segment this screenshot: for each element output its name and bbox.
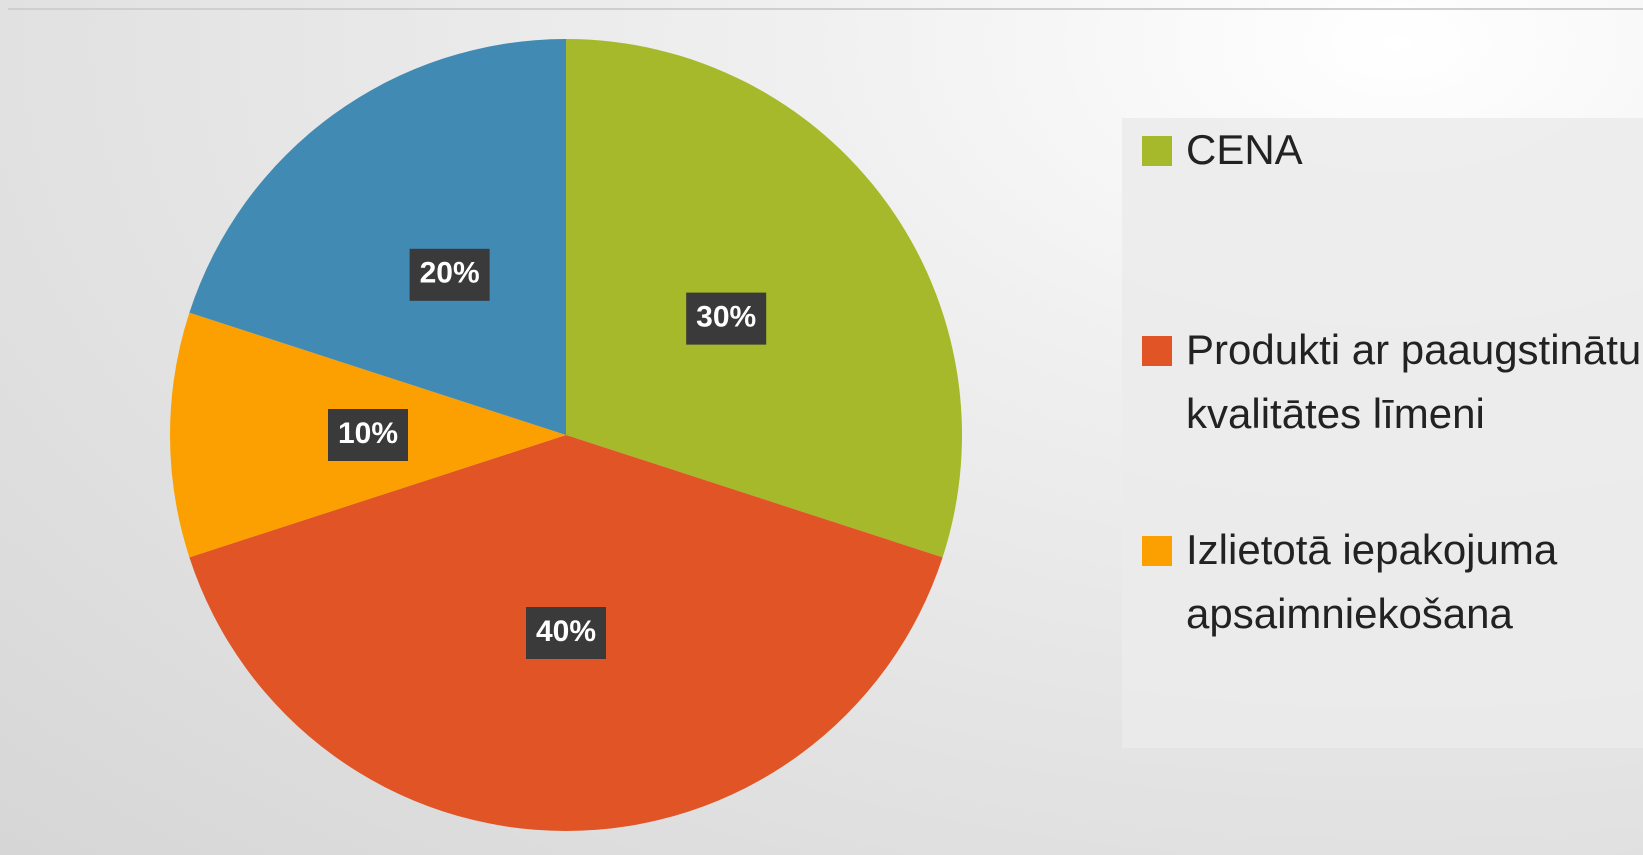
legend-label: Produkti ar paaugstinātu kvalitātes līme… (1186, 326, 1642, 437)
legend-swatch (1142, 336, 1172, 366)
data-label: 40% (536, 615, 596, 648)
legend-label: CENA (1186, 126, 1303, 173)
legend-entry: CENA (1142, 118, 1643, 182)
legend-entry: Produkti ar paaugstinātu kvalitātes līme… (1142, 318, 1643, 446)
data-label: 30% (696, 301, 756, 334)
data-label-box (686, 292, 767, 345)
legend-entry: Izlietotā iepakojuma apsaimniekošana (1142, 518, 1643, 646)
pie-slice (189, 39, 566, 435)
data-label-box (526, 607, 606, 659)
data-label-box (409, 248, 490, 301)
legend: CENA Produkti ar paaugstinātu kvalitātes … (1122, 118, 1643, 748)
data-label: 20% (420, 257, 480, 290)
data-label-box (328, 409, 408, 461)
top-border (8, 8, 1643, 10)
legend-label: Izlietotā iepakojuma apsaimniekošana (1186, 526, 1558, 637)
legend-swatch (1142, 136, 1172, 166)
legend-swatch (1142, 536, 1172, 566)
data-label: 10% (338, 417, 398, 450)
